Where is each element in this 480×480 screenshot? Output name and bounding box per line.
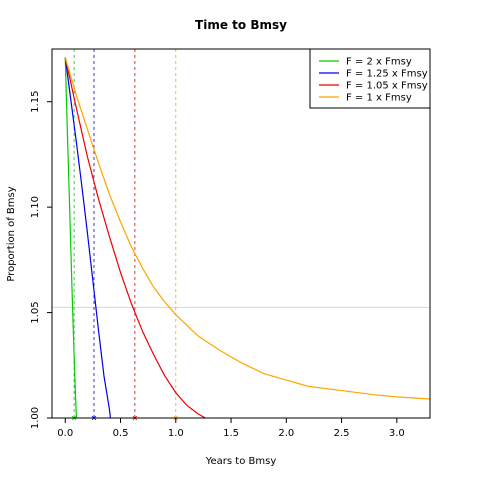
legend-label-3: F = 1.05 x Fmsy [346,81,428,92]
chart-title: Time to Bmsy [195,18,287,32]
legend-box [309,48,431,109]
x-tick-label: 0.0 [57,428,73,439]
x-tick-label: 0.5 [113,428,129,439]
y-tick-label: 1.15 [30,91,41,113]
x-axis-label: Years to Bmsy [205,456,277,467]
x-tick-label: 1.0 [168,428,184,439]
y-tick-label: 1.00 [30,407,41,429]
legend-label-2: F = 1.25 x Fmsy [346,69,428,80]
y-tick-label: 1.10 [30,196,41,218]
series-line-2 [64,57,112,418]
x-tick-label: 2.5 [334,428,350,439]
series-line-3 [64,57,207,418]
y-tick-label: 1.05 [30,301,41,323]
legend-label-4: F = 1 x Fmsy [346,93,412,104]
legend-label-1: F = 2 x Fmsy [346,57,412,68]
series-layer [64,57,430,418]
x-tick-label: 1.5 [223,428,239,439]
x-tick-label: 2.0 [278,428,294,439]
y-axis-label: Proportion of Bmsy [6,186,17,281]
series-line-1 [64,57,77,418]
y-axis: 1.00 1.05 1.10 1.15 [30,91,52,429]
series-line-4 [64,57,430,400]
plot-frame [51,48,431,419]
x-axis: 0.0 0.5 1.0 1.5 2.0 2.5 3.0 [57,418,405,439]
x-tick-label: 3.0 [389,428,405,439]
